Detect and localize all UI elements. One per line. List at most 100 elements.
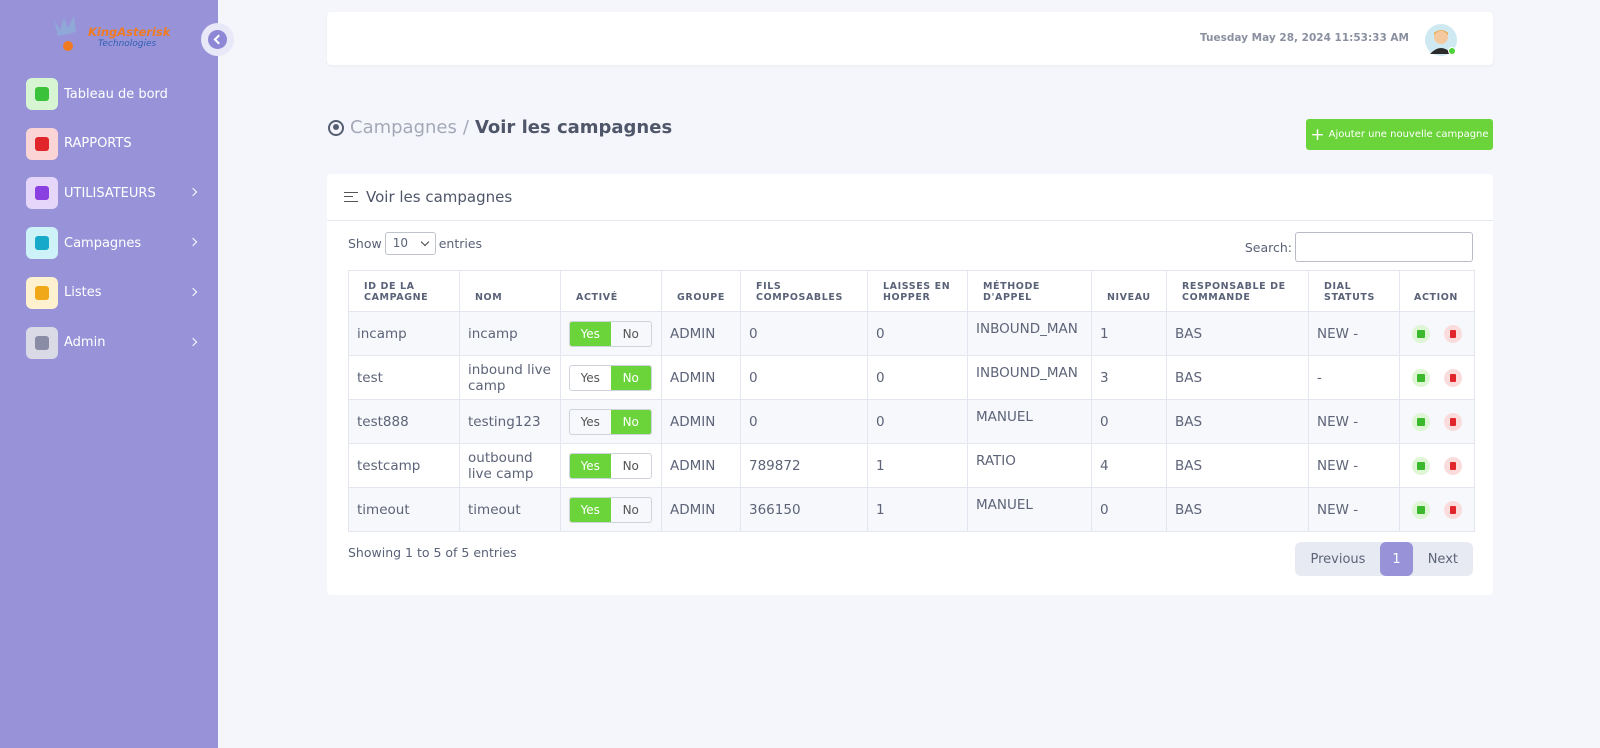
cell-hopper: 1 <box>867 443 968 488</box>
menu-item[interactable]: Tableau de bord <box>26 77 196 111</box>
menu-label: Tableau de bord <box>64 86 168 102</box>
logo-name: KingAsterisk <box>88 25 170 39</box>
toggle-option[interactable]: Yes <box>570 497 611 522</box>
toggle-option[interactable]: No <box>622 326 639 341</box>
cell-level: 1 <box>1091 311 1167 356</box>
edit-button[interactable] <box>1412 368 1430 387</box>
page-button[interactable]: 1 <box>1380 542 1413 576</box>
menu-icon <box>26 326 58 359</box>
menu-item[interactable]: Campagnes <box>26 226 198 260</box>
cell-active: Yes No <box>560 355 662 400</box>
menu-item[interactable]: UTILISATEURS <box>26 176 198 210</box>
active-toggle: Yes No <box>569 320 652 347</box>
cell-id: incamp <box>348 311 460 356</box>
table-row: test888 testing123 Yes No ADMIN 0 0 MANUEL 0 BAS N… <box>348 399 1475 444</box>
page-size: Show 10 entries <box>348 232 482 255</box>
breadcrumb-separator: / <box>462 117 469 138</box>
pagination: Previous 1 Next <box>1295 542 1473 576</box>
collapse-button[interactable] <box>201 23 234 56</box>
column-header: ID DE LA CAMPAGNE <box>348 270 460 312</box>
menu-item[interactable]: Listes <box>26 276 198 310</box>
card-header: Voir les campagnes <box>327 174 1493 221</box>
cell-active: Yes No <box>560 399 662 444</box>
menu-label: Campagnes <box>64 235 142 251</box>
submenu-arrow <box>188 237 198 247</box>
column-header: NIVEAU <box>1091 270 1167 312</box>
cell-method: MANUEL <box>967 487 1092 532</box>
column-header: NOM <box>459 270 561 312</box>
active-toggle: Yes No <box>569 496 652 523</box>
toggle-option[interactable]: No <box>622 502 639 517</box>
cell-active: Yes No <box>560 311 662 356</box>
cell-group: ADMIN <box>661 355 741 400</box>
menu-icon <box>26 276 58 309</box>
campaign-table: ID DE LA CAMPAGNE NOM ACTIVÉ GROUPE FILS COM… <box>348 270 1475 532</box>
menu-label: RAPPORTS <box>64 136 132 152</box>
delete-button[interactable] <box>1444 500 1462 519</box>
cell-id: testcamp <box>348 443 460 488</box>
cell-method: RATIO <box>967 443 1092 488</box>
toggle-option[interactable]: Yes <box>580 414 600 429</box>
cell-status: NEW - <box>1308 311 1400 356</box>
previous-button[interactable]: Previous <box>1310 551 1366 567</box>
menu-label: Admin <box>64 335 106 350</box>
delete-button[interactable] <box>1444 368 1462 387</box>
cell-id: test888 <box>348 399 460 444</box>
menu-item[interactable]: RAPPORTS <box>26 127 196 161</box>
column-header: RESPONSABLE DE COMMANDE <box>1166 270 1309 312</box>
edit-button[interactable] <box>1412 412 1430 431</box>
toggle-option[interactable]: No <box>610 365 651 390</box>
cell-group: ADMIN <box>661 487 741 532</box>
active-toggle: Yes No <box>569 364 652 391</box>
table-row: test inbound live camp Yes No ADMIN 0 0 INBOUND… <box>348 355 1475 400</box>
delete-button[interactable] <box>1444 412 1462 431</box>
menu-item[interactable]: Admin <box>26 326 198 360</box>
edit-button[interactable] <box>1412 456 1430 475</box>
add-campaign-button[interactable]: + Ajouter une nouvelle campagne <box>1306 119 1493 150</box>
cell-dialable: 0 <box>740 399 868 444</box>
table-row: incamp incamp Yes No ADMIN 0 0 INBOUND_MAN 1 BAS N… <box>348 311 1475 356</box>
next-button[interactable]: Next <box>1427 551 1458 567</box>
avatar[interactable] <box>1425 24 1457 56</box>
add-campaign-label: Ajouter une nouvelle campagne <box>1328 129 1489 140</box>
active-toggle: Yes No <box>569 408 652 435</box>
cell-status: NEW - <box>1308 399 1400 444</box>
campaign-card: Voir les campagnes Show 10 entries Searc… <box>327 174 1493 595</box>
toggle-option[interactable]: No <box>610 409 651 434</box>
cell-name: inbound live camp <box>459 355 561 400</box>
toggle-option[interactable]: Yes <box>570 453 611 478</box>
edit-button[interactable] <box>1412 500 1430 519</box>
toggle-option[interactable]: Yes <box>570 321 611 346</box>
cell-name: timeout <box>459 487 561 532</box>
cell-group: ADMIN <box>661 443 741 488</box>
cell-owner: BAS <box>1166 399 1309 444</box>
cell-status: NEW - <box>1308 487 1400 532</box>
toggle-option[interactable]: No <box>622 458 639 473</box>
cell-level: 0 <box>1091 487 1167 532</box>
search-input[interactable] <box>1295 232 1473 262</box>
column-header: ACTIVÉ <box>560 270 662 312</box>
cell-status: NEW - <box>1308 443 1400 488</box>
delete-button[interactable] <box>1444 324 1462 343</box>
cell-owner: BAS <box>1166 355 1309 400</box>
column-header: LAISSES EN HOPPER <box>867 270 968 312</box>
cell-level: 0 <box>1091 399 1167 444</box>
toggle-option[interactable]: Yes <box>580 370 600 385</box>
cell-method: INBOUND_MAN <box>967 311 1092 356</box>
cell-active: Yes No <box>560 487 662 532</box>
page-size-select[interactable]: 10 <box>384 232 436 255</box>
cell-action <box>1399 487 1475 532</box>
table-row: testcamp outbound live camp Yes No ADMIN 7898… <box>348 443 1475 488</box>
cell-dialable: 366150 <box>740 487 868 532</box>
cell-method: MANUEL <box>967 399 1092 444</box>
breadcrumb-parent[interactable]: Campagnes <box>350 117 457 138</box>
delete-button[interactable] <box>1444 456 1462 475</box>
cell-dialable: 789872 <box>740 443 868 488</box>
menu-icon <box>26 78 58 110</box>
cell-hopper: 0 <box>867 311 968 356</box>
edit-button[interactable] <box>1412 324 1430 343</box>
cell-dialable: 0 <box>740 311 868 356</box>
entries-label: entries <box>438 236 483 251</box>
cell-action <box>1399 399 1475 444</box>
